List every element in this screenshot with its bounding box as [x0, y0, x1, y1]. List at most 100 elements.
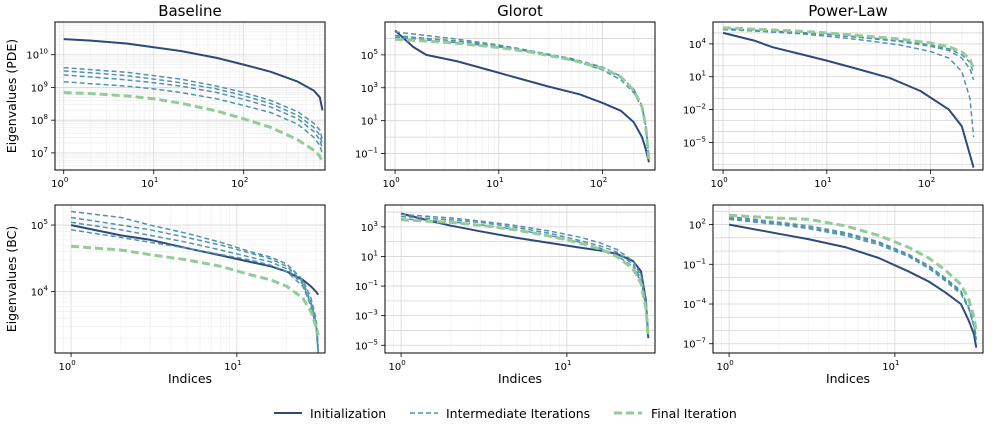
x-tick-label: 102 [590, 176, 607, 190]
panel-grid [385, 22, 655, 170]
x-tick-label: 102 [918, 176, 935, 190]
y-tick-exponent: 1 [374, 249, 378, 257]
x-tick-exponent: 1 [827, 176, 831, 184]
x-tick-label: 100 [710, 176, 727, 190]
series-line-intermediate [63, 66, 324, 141]
y-tick-label: 109 [31, 80, 48, 94]
legend-label-final: Final Iteration [651, 406, 737, 421]
panel-frame [384, 21, 656, 171]
x-tick-exponent: 1 [499, 176, 503, 184]
panel-title: Baseline [158, 2, 222, 20]
y-tick-exponent: −5 [696, 135, 706, 143]
panel-title: Power-Law [808, 2, 888, 20]
panel-series [394, 29, 651, 163]
series-line-init [400, 212, 650, 339]
series-line-intermediate [70, 221, 320, 353]
y-tick-exponent: 9 [44, 80, 48, 88]
y-tick-exponent: −4 [696, 297, 707, 305]
panel-series [70, 210, 320, 353]
series-line-intermediate [723, 27, 975, 74]
x-axis-label: Indices [826, 371, 870, 386]
y-tick-label: 10−5 [683, 135, 706, 149]
y-tick-exponent: 10 [39, 48, 48, 56]
x-tick-exponent: 2 [603, 176, 607, 184]
y-tick-exponent: 5 [44, 218, 48, 226]
series-line-intermediate [729, 217, 978, 338]
y-tick-exponent: 4 [44, 285, 49, 293]
series-line-intermediate [63, 70, 324, 145]
x-tick-exponent: 1 [567, 359, 571, 367]
series-line-intermediate [401, 218, 650, 337]
series-line-init [394, 29, 650, 163]
x-tick-label: 102 [231, 176, 248, 190]
y-tick-label: 107 [31, 146, 48, 160]
x-tick-label: 101 [814, 176, 831, 190]
legend-label-initialization: Initialization [310, 406, 386, 421]
x-tick-exponent: 2 [931, 176, 935, 184]
y-tick-exponent: 2 [702, 218, 706, 226]
series-line-intermediate [63, 80, 324, 155]
series-line-init [728, 223, 978, 348]
series-line-intermediate [723, 28, 975, 138]
x-tick-exponent: 0 [71, 359, 75, 367]
y-tick-label: 108 [31, 113, 48, 127]
legend: Initialization Intermediate Iterations F… [274, 406, 737, 421]
panel-series [63, 38, 324, 164]
panel-grid [55, 205, 325, 353]
y-tick-label: 103 [361, 220, 378, 234]
x-tick-exponent: 0 [401, 359, 405, 367]
y-tick-exponent: 1 [702, 70, 706, 78]
panel-frame [712, 21, 984, 171]
legend-label-intermediate: Intermediate Iterations [446, 406, 590, 421]
series-line-intermediate [395, 36, 650, 159]
x-tick-exponent: 1 [154, 176, 158, 184]
y-tick-exponent: −2 [696, 103, 706, 111]
panel-frame [54, 204, 326, 354]
series-line-init [70, 224, 320, 296]
y-tick-exponent: 3 [374, 81, 378, 89]
series-line-intermediate [63, 74, 324, 150]
panel-title: Glorot [497, 2, 543, 20]
series-line-final [395, 37, 651, 161]
panels-layer: 100 101 1021071081091010BaselineEigenvalue… [4, 2, 984, 386]
y-tick-label: 101 [361, 114, 378, 128]
y-tick-label: 104 [31, 285, 49, 299]
panel-0: 100 101 1021071081091010BaselineEigenvalue… [4, 2, 326, 190]
y-axis-label: Eigenvalues (PDE) [4, 39, 19, 153]
y-tick-label: 101 [361, 249, 378, 263]
x-tick-label: 100 [58, 359, 75, 373]
x-tick-exponent: 0 [723, 176, 727, 184]
y-tick-label: 10−1 [355, 279, 378, 293]
y-tick-label: 10−4 [683, 297, 707, 311]
x-tick-label: 100 [388, 359, 405, 373]
y-tick-exponent: −1 [696, 257, 706, 265]
y-tick-label: 1010 [26, 48, 48, 62]
y-tick-exponent: −1 [368, 147, 378, 155]
y-tick-exponent: 5 [374, 48, 378, 56]
y-tick-label: 10−1 [355, 147, 378, 161]
x-tick-exponent: 1 [237, 359, 241, 367]
y-tick-exponent: 3 [374, 220, 378, 228]
y-tick-exponent: 4 [702, 37, 707, 45]
x-tick-exponent: 2 [244, 176, 248, 184]
panel-frame [384, 204, 656, 354]
series-line-intermediate [70, 229, 319, 353]
series-line-final [70, 244, 320, 336]
panel-frame [54, 21, 326, 171]
series-line-intermediate [729, 218, 978, 340]
y-tick-exponent: 7 [44, 146, 48, 154]
series-line-init [722, 31, 975, 168]
panel-series [722, 26, 976, 168]
series-line-intermediate [71, 210, 320, 347]
y-tick-label: 105 [31, 218, 48, 232]
x-tick-label: 101 [486, 176, 503, 190]
y-tick-label: 105 [361, 48, 378, 62]
x-tick-label: 101 [141, 176, 158, 190]
y-tick-label: 101 [689, 70, 706, 84]
panel-grid [713, 22, 983, 170]
series-line-final [401, 218, 650, 339]
